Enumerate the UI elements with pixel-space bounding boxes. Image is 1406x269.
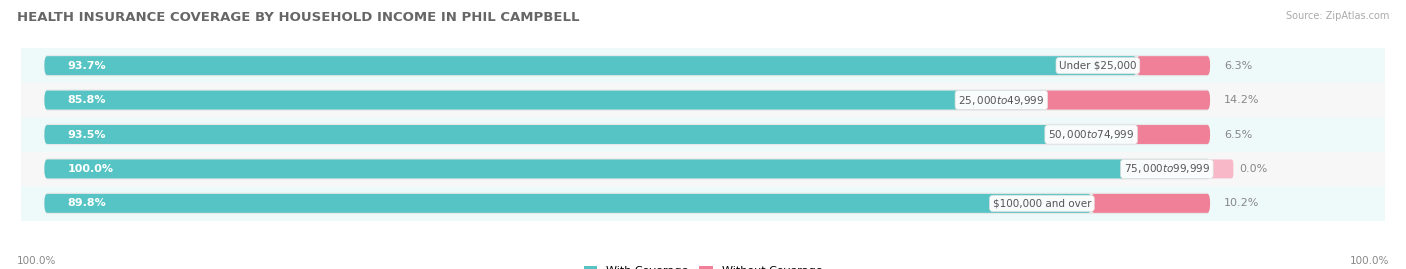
FancyBboxPatch shape xyxy=(45,89,1211,111)
Text: 100.0%: 100.0% xyxy=(17,256,56,266)
Text: 93.7%: 93.7% xyxy=(67,61,107,71)
FancyBboxPatch shape xyxy=(45,194,1091,213)
Text: 89.8%: 89.8% xyxy=(67,198,107,208)
Text: 6.5%: 6.5% xyxy=(1225,129,1253,140)
FancyBboxPatch shape xyxy=(1135,125,1211,144)
Legend: With Coverage, Without Coverage: With Coverage, Without Coverage xyxy=(579,261,827,269)
Text: $25,000 to $49,999: $25,000 to $49,999 xyxy=(959,94,1045,107)
FancyBboxPatch shape xyxy=(1091,194,1211,213)
FancyBboxPatch shape xyxy=(45,193,1211,214)
Bar xyxy=(21,117,1385,152)
Text: 85.8%: 85.8% xyxy=(67,95,107,105)
Text: 100.0%: 100.0% xyxy=(1350,256,1389,266)
FancyBboxPatch shape xyxy=(45,124,1211,145)
FancyBboxPatch shape xyxy=(45,55,1211,76)
Text: 0.0%: 0.0% xyxy=(1239,164,1267,174)
Text: 100.0%: 100.0% xyxy=(67,164,114,174)
FancyBboxPatch shape xyxy=(45,125,1135,144)
Bar xyxy=(21,48,1385,83)
Text: 14.2%: 14.2% xyxy=(1225,95,1260,105)
FancyBboxPatch shape xyxy=(45,91,1045,109)
Bar xyxy=(21,152,1385,186)
Text: $50,000 to $74,999: $50,000 to $74,999 xyxy=(1047,128,1135,141)
Text: Source: ZipAtlas.com: Source: ZipAtlas.com xyxy=(1285,11,1389,21)
Text: $75,000 to $99,999: $75,000 to $99,999 xyxy=(1123,162,1211,175)
FancyBboxPatch shape xyxy=(45,56,1136,75)
Bar xyxy=(21,186,1385,221)
FancyBboxPatch shape xyxy=(1045,91,1211,109)
FancyBboxPatch shape xyxy=(1136,56,1211,75)
Text: 6.3%: 6.3% xyxy=(1225,61,1253,71)
FancyBboxPatch shape xyxy=(45,160,1211,178)
Text: $100,000 and over: $100,000 and over xyxy=(993,198,1091,208)
FancyBboxPatch shape xyxy=(1211,160,1233,178)
Text: HEALTH INSURANCE COVERAGE BY HOUSEHOLD INCOME IN PHIL CAMPBELL: HEALTH INSURANCE COVERAGE BY HOUSEHOLD I… xyxy=(17,11,579,24)
Text: Under $25,000: Under $25,000 xyxy=(1059,61,1136,71)
Bar xyxy=(21,83,1385,117)
FancyBboxPatch shape xyxy=(45,158,1211,180)
Text: 10.2%: 10.2% xyxy=(1225,198,1260,208)
Text: 93.5%: 93.5% xyxy=(67,129,107,140)
